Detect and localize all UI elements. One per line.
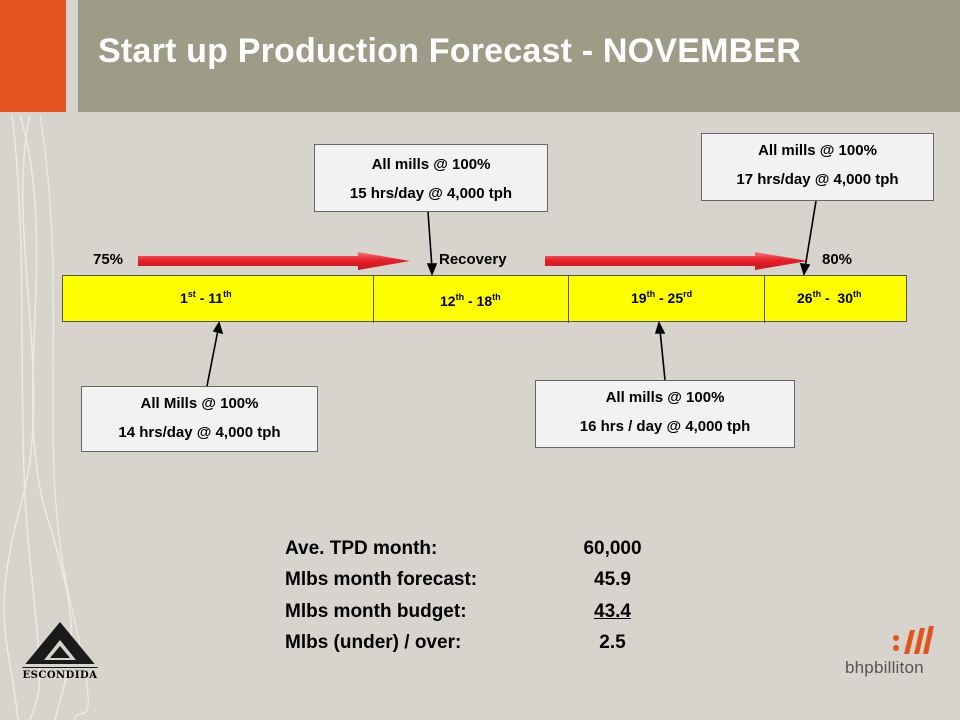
timeline-bar: 1st - 11th 12th - 18th 19th - 25rd 26th … <box>62 275 907 323</box>
callout-line-1: All mills @ 100% <box>758 142 877 159</box>
callout-line-2: 17 hrs/day @ 4,000 tph <box>736 171 899 188</box>
callout-top-right: All mills @ 100% 17 hrs/day @ 4,000 tph <box>701 133 934 201</box>
callout-line-1: All mills @ 100% <box>605 389 725 406</box>
callout-top-mid: All mills @ 100% 15 hrs/day @ 4,000 tph <box>314 144 548 212</box>
summary-row: Ave. TPD month: 60,000 <box>285 533 650 565</box>
escondida-logo-text: ESCONDIDA <box>22 670 98 681</box>
summary-row: Mlbs month forecast: 45.9 <box>285 565 650 597</box>
segment-divider <box>568 276 569 323</box>
summary-label: Ave. TPD month: <box>285 537 438 559</box>
callout-bottom-right: All mills @ 100% 16 hrs / day @ 4,000 tp… <box>535 380 795 448</box>
summary-table: Ave. TPD month: 60,000 Mlbs month foreca… <box>285 533 650 659</box>
callout-line-2: 16 hrs / day @ 4,000 tph <box>579 418 751 435</box>
accent-bar <box>0 0 66 112</box>
summary-row: Mlbs month budget: 43.4 <box>285 596 650 628</box>
recovery-label: Recovery <box>439 251 507 268</box>
summary-value: 2.5 <box>599 632 626 654</box>
bhp-logo-text: bhpbilliton <box>845 658 924 677</box>
escondida-logo-icon <box>22 622 98 668</box>
segment-2-label: 12th - 18th <box>440 292 501 309</box>
segment-divider <box>764 276 765 323</box>
summary-value: 60,000 <box>583 537 642 559</box>
slide-title: Start up Production Forecast - NOVEMBER <box>98 32 801 70</box>
callout-line-1: All mills @ 100% <box>371 156 491 173</box>
summary-row: Mlbs (under) / over: 2.5 <box>285 628 650 660</box>
summary-value: 43.4 <box>594 600 631 622</box>
segment-4-label: 26th - 30th <box>797 289 862 306</box>
summary-label: Mlbs (under) / over: <box>285 632 462 654</box>
callout-line-1: All Mills @ 100% <box>140 395 259 412</box>
bhp-logo-icon <box>893 626 934 654</box>
summary-value: 45.9 <box>594 569 631 591</box>
segment-1-label: 1st - 11th <box>180 289 232 306</box>
summary-label: Mlbs month budget: <box>285 600 467 622</box>
summary-label: Mlbs month forecast: <box>285 569 478 591</box>
callout-line-2: 15 hrs/day @ 4,000 tph <box>349 185 513 202</box>
callout-bottom-left: All Mills @ 100% 14 hrs/day @ 4,000 tph <box>81 386 318 452</box>
recovery-start-label: 75% <box>93 251 124 268</box>
recovery-end-label: 80% <box>822 251 853 268</box>
segment-divider <box>373 276 374 323</box>
title-bar <box>78 0 960 112</box>
segment-3-label: 19th - 25rd <box>631 289 693 306</box>
callout-line-2: 14 hrs/day @ 4,000 tph <box>118 424 281 441</box>
